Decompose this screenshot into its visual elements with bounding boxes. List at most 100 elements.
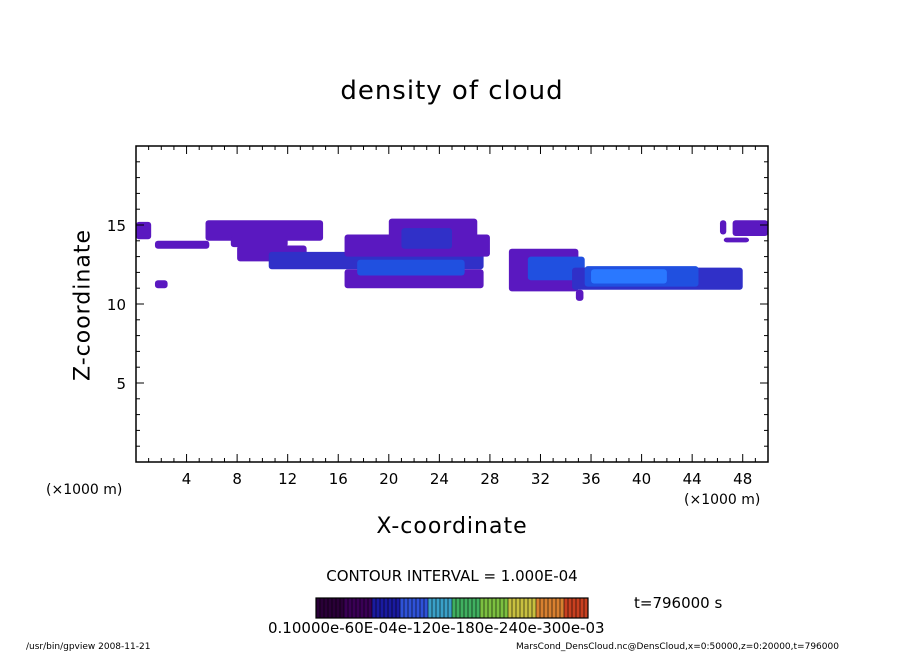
colorbar-stripe [580, 598, 584, 618]
colorbar-stripe [404, 598, 408, 618]
colorbar-stripe [440, 598, 444, 618]
colorbar-stripe [472, 598, 476, 618]
colorbar-stripe [376, 598, 380, 618]
cloud-layer [136, 218, 768, 301]
cloud-region [575, 289, 584, 301]
colorbar-stripe [552, 598, 556, 618]
colorbar-stripe [372, 598, 376, 618]
colorbar-stripe [328, 598, 332, 618]
colorbar-stripe [388, 598, 392, 618]
colorbar-stripe [548, 598, 552, 618]
colorbar-stripe [584, 598, 588, 618]
colorbar-stripe [340, 598, 344, 618]
colorbar-stripe [476, 598, 480, 618]
colorbar-stripe [392, 598, 396, 618]
colorbar-stripe [356, 598, 360, 618]
colorbar-stripe [568, 598, 572, 618]
colorbar-stripe [452, 598, 456, 618]
x-tick-label: 44 [683, 470, 702, 488]
colorbar-stripe [460, 598, 464, 618]
colorbar-stripe [512, 598, 516, 618]
cloud-region [136, 221, 152, 240]
colorbar-stripe [332, 598, 336, 618]
colorbar-stripe [564, 598, 568, 618]
colorbar-stripe [456, 598, 460, 618]
colorbar-stripe [348, 598, 352, 618]
colorbar-stripe [424, 598, 428, 618]
footer-program-label: /usr/bin/gpview 2008-11-21 [26, 642, 151, 652]
colorbar-stripe [432, 598, 436, 618]
chart-title: density of cloud [340, 76, 564, 106]
colorbar-stripe [480, 598, 484, 618]
colorbar-stripe [488, 598, 492, 618]
footer-source-label: MarsCond_DensCloud.nc@DensCloud,x=0:5000… [516, 642, 839, 652]
colorbar-stripe [500, 598, 504, 618]
y-axis-label: Z-coordinate [70, 229, 96, 381]
colorbar-stripe [528, 598, 532, 618]
cloud-region [154, 240, 210, 249]
colorbar-stripe [536, 598, 540, 618]
colorbar-stripe [572, 598, 576, 618]
x-tick-label: 48 [733, 470, 752, 488]
colorbar-stripe [436, 598, 440, 618]
colorbar-stripe [504, 598, 508, 618]
colorbar-stripe [468, 598, 472, 618]
colorbar-stripe [380, 598, 384, 618]
colorbar-stripe [560, 598, 564, 618]
colorbar-labels: 0.10000e-60E-04e-120e-180e-240e-300e-03 [268, 619, 605, 637]
colorbar-stripe [364, 598, 368, 618]
colorbar-stripe [544, 598, 548, 618]
colorbar-stripe [524, 598, 528, 618]
colorbar-stripe [444, 598, 448, 618]
colorbar-stripe [508, 598, 512, 618]
x-tick-label: 32 [531, 470, 550, 488]
colorbar-stripe [520, 598, 524, 618]
colorbar-stripe [352, 598, 356, 618]
y-tick-label: 5 [116, 375, 126, 393]
cloud-region [591, 269, 667, 284]
y-tick-label: 15 [107, 217, 126, 235]
colorbar-stripe [416, 598, 420, 618]
cloud-region [719, 220, 727, 235]
x-tick-label: 16 [329, 470, 348, 488]
colorbar-stripe [408, 598, 412, 618]
colorbar-stripe [412, 598, 416, 618]
x-tick-label: 28 [480, 470, 499, 488]
cloud-region [230, 236, 288, 248]
colorbar-stripe [344, 598, 348, 618]
colorbar-stripe [576, 598, 580, 618]
contour-interval-label: CONTOUR INTERVAL = 1.000E-04 [326, 567, 578, 585]
colorbar-stripe [420, 598, 424, 618]
cloud-region [723, 237, 750, 243]
y-tick-label: 10 [107, 296, 126, 314]
colorbar-stripe [516, 598, 520, 618]
time-label: t=796000 s [634, 594, 723, 612]
x-tick-label: 8 [232, 470, 242, 488]
x-unit-label-left: (×1000 m) [46, 482, 123, 498]
x-tick-label: 12 [278, 470, 297, 488]
cloud-region [205, 220, 324, 241]
colorbar-stripe [320, 598, 324, 618]
x-tick-label: 24 [430, 470, 449, 488]
colorbar-stripe [492, 598, 496, 618]
colorbar-stripe [400, 598, 404, 618]
cloud-region [401, 228, 452, 249]
plot-frame [135, 145, 769, 463]
x-tick-label: 40 [632, 470, 651, 488]
x-tick-label: 4 [182, 470, 192, 488]
colorbar-stripe [384, 598, 388, 618]
cloud-region [154, 280, 168, 289]
colorbar-stripe [316, 598, 320, 618]
colorbar-stripe [448, 598, 452, 618]
colorbar-stripe [556, 598, 560, 618]
x-tick-label: 20 [379, 470, 398, 488]
colorbar-frame [315, 597, 589, 619]
colorbar-stripe [368, 598, 372, 618]
colorbar-stripe [360, 598, 364, 618]
cloud-region [357, 259, 465, 276]
cloud-region [732, 220, 768, 237]
x-unit-label-right: (×1000 m) [684, 492, 761, 508]
colorbar-stripe [532, 598, 536, 618]
